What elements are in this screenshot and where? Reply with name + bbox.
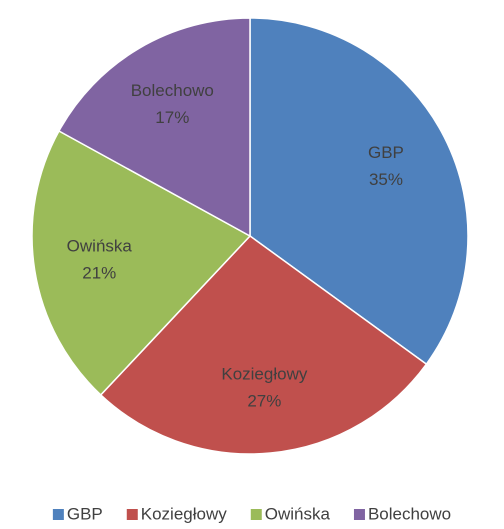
slice-label: Owińska xyxy=(67,236,133,255)
legend-label: Owińska xyxy=(265,504,331,523)
legend-label: Bolechowo xyxy=(368,504,451,523)
slice-label: GBP xyxy=(368,143,404,162)
legend-marker xyxy=(52,509,64,520)
slice-value-label: 27% xyxy=(247,391,281,410)
slice-value-label: 17% xyxy=(155,108,189,127)
legend-marker xyxy=(353,509,365,520)
slice-value-label: 21% xyxy=(82,263,116,282)
legend-marker xyxy=(126,509,138,520)
pie-slice xyxy=(57,17,251,238)
pie-slice xyxy=(99,235,428,455)
slice-label: Bolechowo xyxy=(131,81,214,100)
legend: GBP Koziegłowy Owińska Bolechowo xyxy=(52,504,451,523)
legend-label: Koziegłowy xyxy=(141,504,227,523)
slice-value-label: 35% xyxy=(369,170,403,189)
legend-label: GBP xyxy=(67,504,103,523)
pie-slice xyxy=(31,129,252,396)
legend-marker xyxy=(250,509,262,520)
slice-label: Koziegłowy xyxy=(221,364,307,383)
pie-slice xyxy=(249,17,469,366)
